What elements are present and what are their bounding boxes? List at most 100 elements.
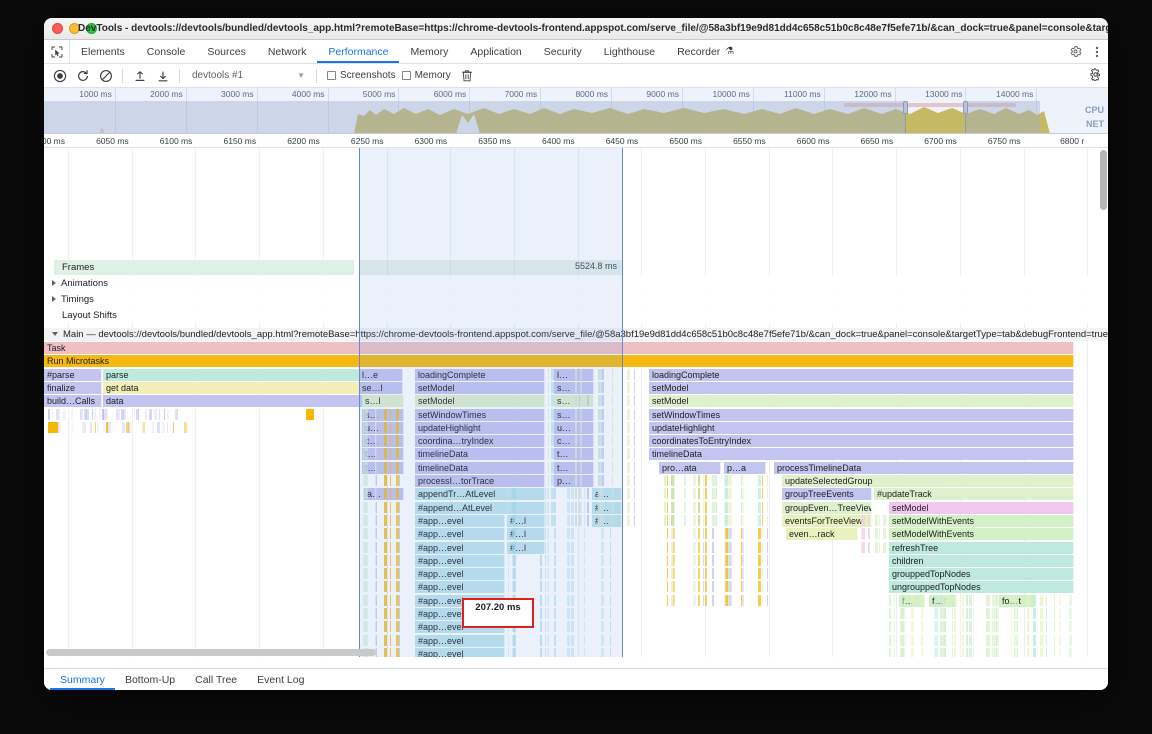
record-button[interactable] [49, 66, 70, 86]
tab-console[interactable]: Console [136, 40, 197, 63]
tab-elements[interactable]: Elements [70, 40, 136, 63]
flame-bar[interactable]: #updateTrack [874, 488, 1074, 501]
flame-bar[interactable]: t… [554, 461, 594, 474]
flame-bar[interactable]: timelineData [649, 448, 1074, 461]
flame-bar[interactable]: #app…evel [415, 568, 505, 581]
details-tab-bottom-up[interactable]: Bottom-Up [124, 673, 176, 686]
tab-recorder[interactable]: Recorder ⚗ [666, 40, 745, 63]
flame-bar[interactable]: setModel [415, 381, 545, 394]
flame-bar[interactable]: setModel [649, 381, 1074, 394]
flame-bar[interactable]: updateSelectedGroup [782, 475, 1074, 488]
flame-bar[interactable]: s… [554, 408, 594, 421]
flame-bar[interactable]: finalize [44, 381, 102, 394]
flame-bar[interactable]: #app…evel [415, 528, 505, 541]
flame-bar[interactable]: setModelWithEvents [889, 514, 1074, 527]
tab-security[interactable]: Security [533, 40, 593, 63]
flame-bar[interactable]: loadingComplete [415, 368, 545, 381]
flame-bar[interactable]: processTimelineData [774, 461, 1074, 474]
flame-bar[interactable]: se…l [359, 381, 403, 394]
flame-bar[interactable]: t… [554, 448, 594, 461]
flame-bar[interactable]: s…l [362, 395, 404, 408]
flame-bar[interactable]: #app…evel [415, 647, 505, 657]
flame-bar[interactable]: data [103, 395, 363, 408]
flame-bar[interactable]: setModelWithEvents [889, 528, 1074, 541]
details-tab-event-log[interactable]: Event Log [257, 673, 305, 686]
flame-bar[interactable]: setWindowTimes [415, 408, 545, 421]
flame-bar[interactable]: #…l [507, 514, 545, 527]
flame-bar[interactable]: updateHighlight [415, 421, 545, 434]
horizontal-scrollbar[interactable] [46, 649, 376, 656]
flame-bar[interactable]: refreshTree [889, 541, 1074, 554]
flame-bar[interactable]: #parse [44, 368, 102, 381]
flame-bar[interactable]: ungrouppedTopNodes [889, 581, 1074, 594]
profile-selector[interactable]: devtools #1 ▼ [186, 67, 310, 85]
flame-bar[interactable]: #app…evel [415, 634, 505, 647]
flame-bar[interactable]: even…rack [786, 528, 858, 541]
clear-button[interactable] [95, 66, 116, 86]
load-profile-button[interactable] [129, 66, 150, 86]
track-header-layout-shifts[interactable]: Layout Shifts [44, 308, 1108, 323]
tab-performance[interactable]: Performance [317, 40, 399, 63]
tab-network[interactable]: Network [257, 40, 318, 63]
flame-bar[interactable]: setModel [649, 395, 1074, 408]
flame-bar[interactable]: appendTr…AtLevel [415, 488, 545, 501]
flame-bar[interactable]: #app…evel [415, 541, 505, 554]
flamechart[interactable]: 5524.8 ms Frames Animations Timings Layout … [44, 148, 1108, 657]
flame-bar[interactable]: get data [103, 381, 363, 394]
flame-bar[interactable]: c… [362, 435, 404, 448]
flame-bar[interactable]: l… [554, 368, 594, 381]
reload-and-record-button[interactable] [72, 66, 93, 86]
minimize-window-button[interactable] [69, 23, 80, 34]
flame-bar[interactable]: #app…evel [415, 514, 505, 527]
flame-bar[interactable]: t… [362, 461, 404, 474]
inspect-element-button[interactable] [44, 40, 70, 63]
flame-bar[interactable]: l…e [359, 368, 403, 381]
flame-bar[interactable]: s… [554, 381, 594, 394]
track-header-frames[interactable]: Frames [54, 260, 354, 275]
flame-bar[interactable]: groupTreeEvents [782, 488, 872, 501]
flame-bar[interactable]: #app…evel [415, 554, 505, 567]
details-tab-summary[interactable]: Summary [50, 669, 115, 690]
flame-bar[interactable]: #…l [507, 541, 545, 554]
flame-bar[interactable]: #append…AtLevel [415, 501, 545, 514]
chevron-right-icon[interactable] [52, 280, 56, 287]
flame-bar[interactable]: s… [554, 395, 594, 408]
chevron-down-icon[interactable] [52, 332, 58, 337]
garbage-collect-button[interactable] [457, 66, 478, 86]
flame-bar[interactable]: loadingComplete [649, 368, 1074, 381]
memory-checkbox[interactable]: Memory [401, 70, 451, 81]
track-header-main[interactable]: Main — devtools://devtools/bundled/devto… [44, 328, 1108, 341]
flame-bar[interactable]: timelineData [415, 461, 545, 474]
screenshots-checkbox[interactable]: Screenshots [327, 70, 396, 81]
close-window-button[interactable] [52, 23, 63, 34]
flame-bar[interactable]: parse [103, 368, 363, 381]
flame-bar[interactable]: updateHighlight [649, 421, 1074, 434]
more-options-button[interactable] [1086, 40, 1108, 63]
flamechart-ruler[interactable]: 00 ms 6050 ms 6100 ms 6150 ms 6200 ms 6250 ms… [44, 134, 1108, 148]
tab-sources[interactable]: Sources [196, 40, 257, 63]
flame-bar[interactable]: c… [554, 435, 594, 448]
flame-bar[interactable]: Task [44, 342, 1074, 355]
maximize-window-button[interactable] [86, 23, 97, 34]
flame-bar[interactable]: p…a [724, 461, 766, 474]
details-tab-call-tree[interactable]: Call Tree [195, 673, 238, 686]
tab-memory[interactable]: Memory [399, 40, 459, 63]
save-profile-button[interactable] [152, 66, 173, 86]
timeline-overview[interactable]: 1000 ms 2000 ms 3000 ms 4000 ms 5000 ms 6000 … [44, 88, 1108, 134]
flame-bar[interactable]: children [889, 554, 1074, 567]
tab-lighthouse[interactable]: Lighthouse [593, 40, 666, 63]
flame-bar[interactable]: t… [362, 448, 404, 461]
track-header-animations[interactable]: Animations [44, 276, 1108, 291]
flame-bar[interactable]: #app…evel [415, 581, 505, 594]
overview-window-handle-left[interactable] [903, 101, 908, 114]
flame-bar[interactable]: processI…torTrace [415, 475, 545, 488]
flame-bar[interactable]: grouppedTopNodes [889, 568, 1074, 581]
flame-bar[interactable]: a… [364, 488, 404, 501]
flame-bar[interactable]: #…l [507, 528, 545, 541]
flame-bar[interactable]: build…Calls [44, 395, 102, 408]
flame-bar[interactable]: Run Microtasks [44, 355, 1074, 368]
flame-bar[interactable]: coordinatesToEntryIndex [649, 435, 1074, 448]
flame-bar[interactable]: u… [554, 421, 594, 434]
flame-bar[interactable]: setWindowTimes [649, 408, 1074, 421]
flame-bar[interactable]: p… [554, 475, 594, 488]
